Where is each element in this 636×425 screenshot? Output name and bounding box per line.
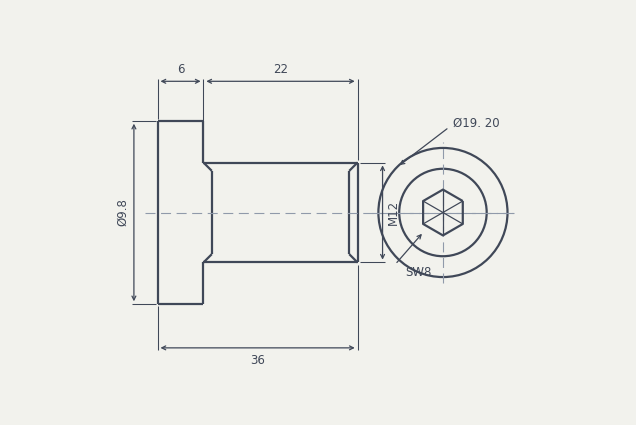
Text: SW8: SW8 <box>406 266 432 279</box>
Text: 36: 36 <box>250 354 265 367</box>
Text: Ø9.8: Ø9.8 <box>116 198 128 227</box>
Text: M12: M12 <box>387 200 400 225</box>
Text: 22: 22 <box>273 63 288 76</box>
Text: 6: 6 <box>177 63 184 76</box>
Text: Ø19. 20: Ø19. 20 <box>453 116 500 130</box>
